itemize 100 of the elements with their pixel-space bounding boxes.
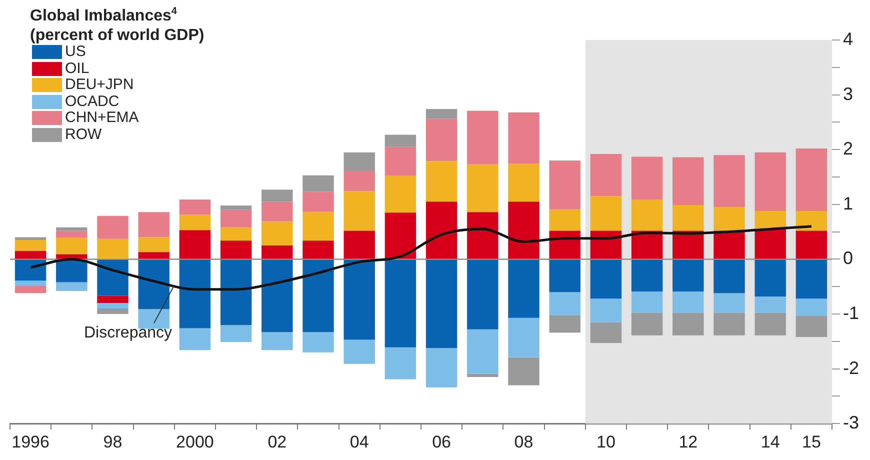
legend-label: ROW: [65, 126, 102, 143]
x-tick-label: 02: [268, 432, 287, 452]
bar: [179, 328, 211, 350]
bar: [714, 293, 745, 313]
chart-subtitle: (percent of world GDP): [30, 26, 204, 46]
bar: [138, 260, 170, 310]
bar: [220, 240, 252, 259]
bar: [384, 347, 416, 380]
legend-label: OIL: [65, 60, 90, 77]
bar: [56, 238, 88, 254]
bar: [549, 292, 580, 316]
bar: [220, 227, 252, 241]
bar: [14, 240, 46, 251]
bar: [384, 212, 416, 259]
bar: [56, 227, 88, 231]
bar: [467, 212, 498, 259]
bar: [631, 312, 663, 336]
bar: [344, 152, 375, 171]
bar: [631, 156, 663, 200]
bar: [138, 237, 170, 252]
bar: [549, 209, 580, 231]
x-tick-label: 04: [350, 432, 369, 452]
bar: [796, 230, 828, 259]
bar: [220, 210, 252, 228]
bar: [672, 157, 704, 205]
bar: [97, 303, 128, 309]
bar: [344, 191, 375, 231]
bar: [590, 322, 622, 344]
bar: [672, 204, 704, 231]
bar: [714, 207, 745, 231]
bar: [508, 202, 540, 259]
bar: [672, 312, 704, 336]
x-tick-label: 12: [678, 432, 698, 452]
bar: [590, 260, 622, 299]
bar: [302, 192, 334, 212]
bar: [714, 155, 745, 208]
bar: [467, 374, 498, 378]
y-tick-label: -2: [842, 358, 860, 378]
bar: [426, 348, 458, 388]
bar: [590, 196, 622, 231]
y-tick-label: 2: [842, 138, 854, 159]
bar: [138, 252, 170, 259]
bar: [97, 260, 128, 296]
bar: [302, 175, 334, 192]
bar: [754, 152, 786, 211]
bar: [714, 260, 745, 294]
bar: [179, 230, 211, 259]
y-tick-label: 0: [842, 248, 854, 268]
bar: [631, 230, 663, 259]
bar: [672, 260, 704, 292]
y-tick-label: 4: [842, 28, 854, 49]
bar: [796, 260, 828, 299]
bar: [56, 260, 88, 282]
bar: [179, 199, 211, 215]
bar: [549, 230, 580, 259]
y-tick-label: 3: [842, 84, 854, 104]
bar: [220, 324, 252, 342]
bar: [714, 230, 745, 259]
bar: [14, 280, 46, 286]
bar: [796, 298, 828, 316]
bar: [426, 260, 458, 348]
bar: [754, 229, 786, 259]
legend-label: CHN+EMA: [65, 109, 139, 126]
bar: [97, 308, 128, 314]
bar: [262, 202, 293, 222]
bar: [796, 148, 828, 211]
bar: [631, 199, 663, 231]
bar: [302, 260, 334, 332]
bar: [426, 161, 458, 202]
bar: [97, 238, 128, 259]
bar: [467, 110, 498, 164]
bar: [220, 260, 252, 325]
bar: [262, 332, 293, 350]
bar: [14, 260, 46, 281]
bar: [14, 286, 46, 294]
bar: [796, 316, 828, 338]
x-tick-label: 14: [760, 432, 780, 452]
bar: [631, 260, 663, 292]
bar: [754, 260, 786, 296]
bar: [262, 246, 293, 259]
line-series: [29, 225, 813, 291]
bar: [344, 340, 375, 364]
bar: [302, 212, 334, 241]
x-tick-label: 08: [514, 432, 534, 452]
bar: [56, 282, 88, 291]
bar: [590, 298, 622, 322]
y-tick-label: -3: [842, 412, 860, 433]
bar: [179, 214, 211, 230]
bar: [508, 164, 540, 202]
bar: [384, 176, 416, 213]
bar: [97, 296, 128, 304]
bar: [426, 118, 458, 162]
bar: [344, 260, 375, 340]
bar: [138, 212, 170, 238]
bar: [262, 260, 293, 332]
x-tick-label: 98: [103, 432, 122, 452]
bar: [631, 292, 663, 313]
legend-label: OCADC: [65, 92, 120, 110]
bar: [714, 312, 745, 336]
bar: [97, 216, 128, 239]
